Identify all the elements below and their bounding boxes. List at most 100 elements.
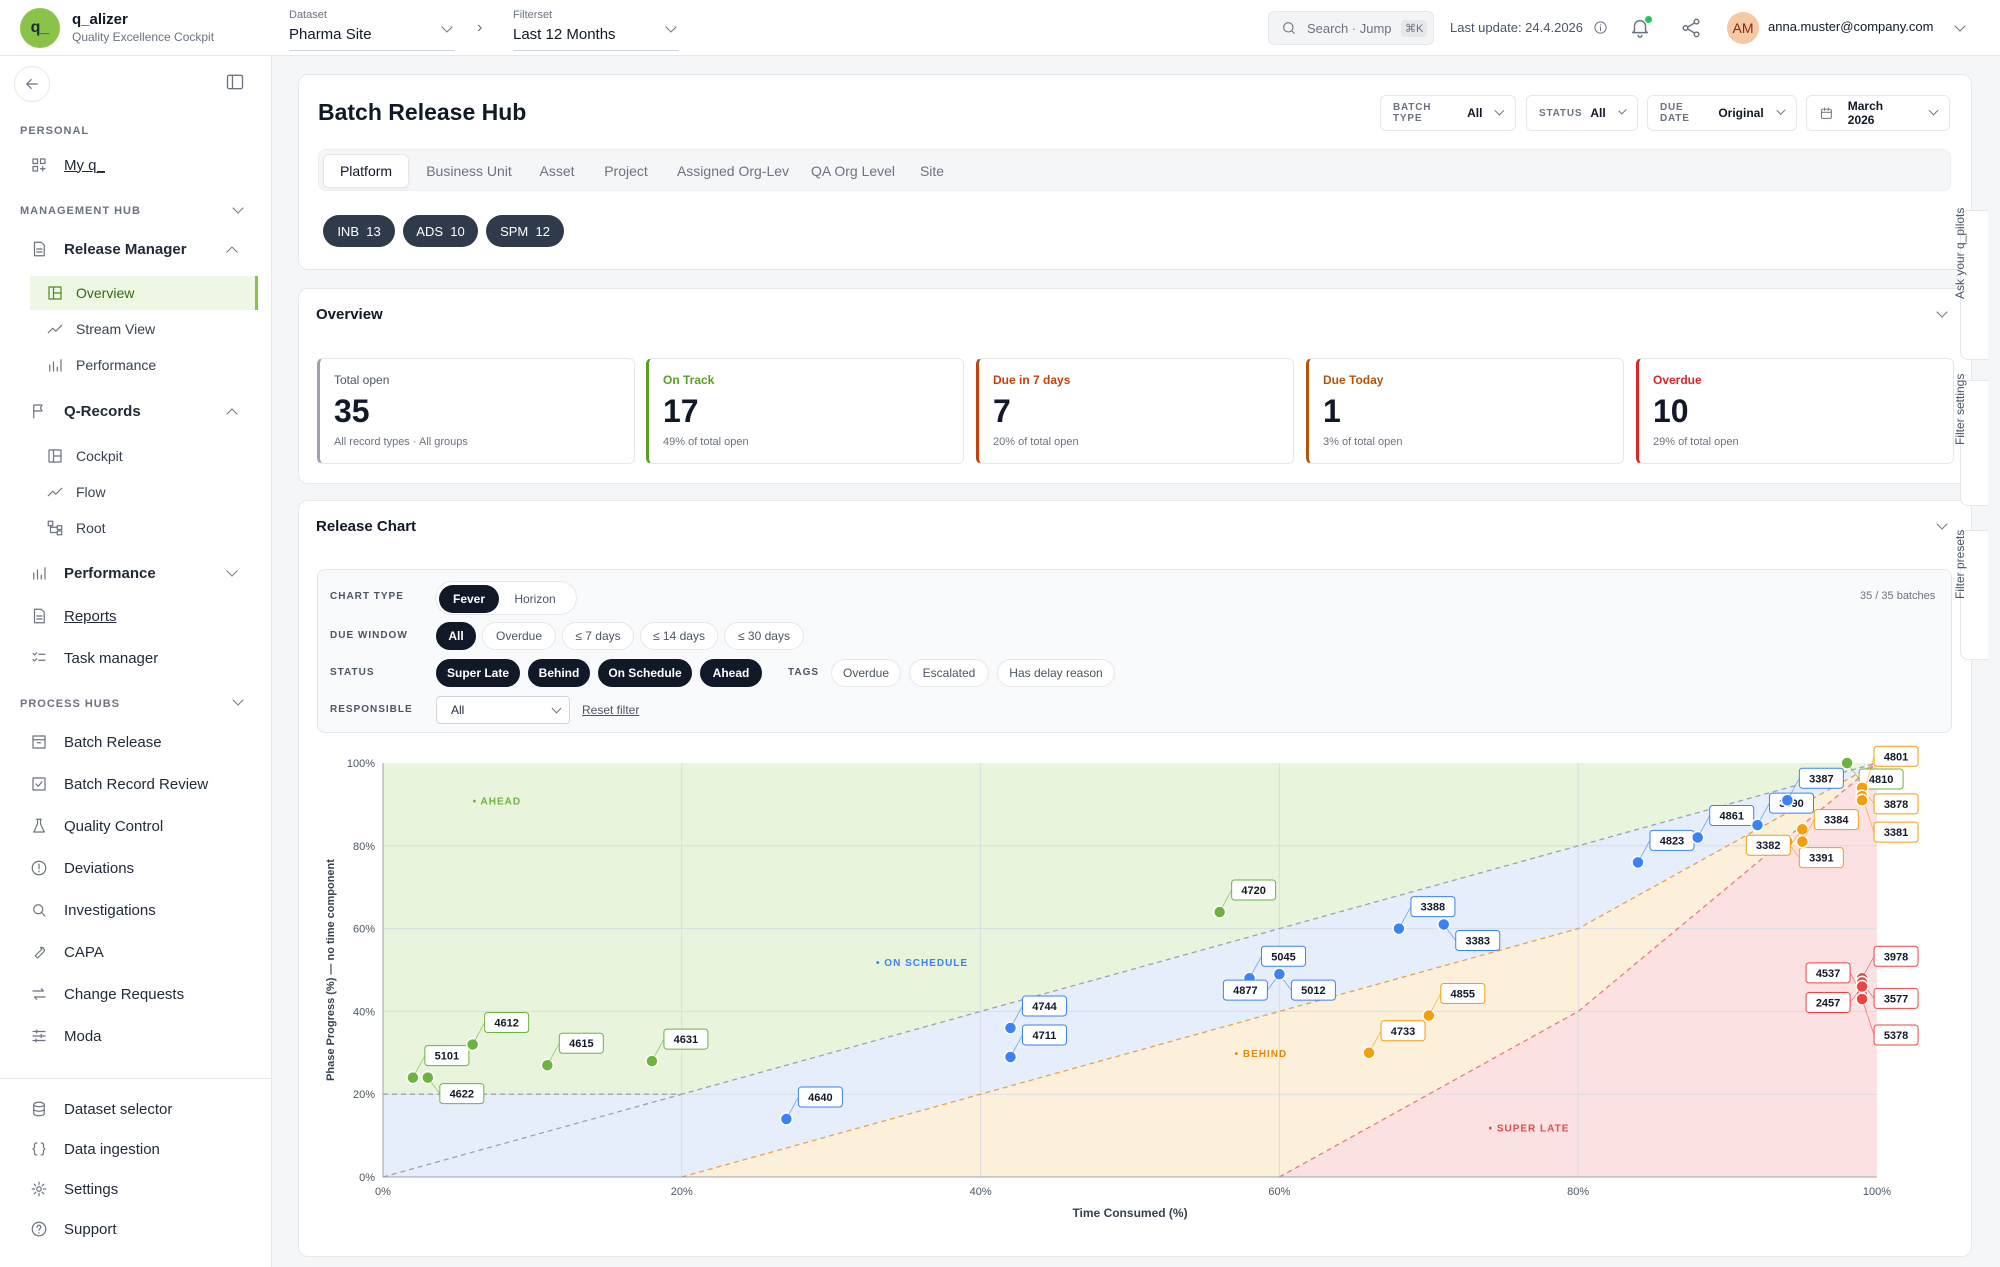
due-date-select[interactable]: DUE DATE Original xyxy=(1647,95,1797,131)
point-label-leader xyxy=(1428,993,1442,1016)
sidebar-item-investigations[interactable]: Investigations xyxy=(28,893,156,927)
sidebar-item-dataset-selector[interactable]: Dataset selector xyxy=(28,1092,172,1126)
status-behind[interactable]: Behind xyxy=(528,659,590,687)
user-email[interactable]: anna.muster@company.com xyxy=(1768,19,1934,34)
batch-point xyxy=(1795,834,1810,849)
chevron-up-icon[interactable] xyxy=(226,408,238,420)
point-label-box xyxy=(1873,745,1919,767)
sidebar-item-performance[interactable]: Performance xyxy=(28,556,156,590)
batch-type-select[interactable]: BATCH TYPE All xyxy=(1380,95,1516,131)
platform-chip-spm[interactable]: SPM 12 xyxy=(486,215,564,247)
sidebar-item-performance-sub[interactable]: Performance xyxy=(30,348,258,382)
sidebar-item-root[interactable]: Root xyxy=(30,511,258,545)
point-label-leader xyxy=(1010,1005,1023,1029)
reset-filter-link[interactable]: Reset filter xyxy=(582,703,640,717)
tab-business-unit[interactable]: Business Unit xyxy=(426,163,512,179)
sidebar-item-batch-release[interactable]: Batch Release xyxy=(28,725,162,759)
chevron-down-icon[interactable] xyxy=(1954,20,1966,32)
sidebar-item-stream-view[interactable]: Stream View xyxy=(30,312,258,346)
platform-chip-inb[interactable]: INB 13 xyxy=(323,215,395,247)
arrow-left-icon xyxy=(26,78,38,90)
chevron-down-icon[interactable] xyxy=(232,694,244,706)
kpi-on-track[interactable]: On Track 17 49% of total open xyxy=(646,358,964,464)
app-logo[interactable]: q_ xyxy=(20,8,60,48)
month-picker[interactable]: March 2026 xyxy=(1806,95,1950,131)
tab-qa-org-level[interactable]: QA Org Level xyxy=(810,163,896,179)
sidebar-item-change-requests[interactable]: Change Requests xyxy=(28,977,184,1011)
sidebar-item-task-manager[interactable]: Task manager xyxy=(28,641,158,675)
back-button[interactable] xyxy=(14,66,50,102)
sidebar-item-batch-record-review[interactable]: Batch Record Review xyxy=(28,767,208,801)
chart-type-horizon[interactable]: Horizon xyxy=(514,592,556,606)
sidebar-item-label: Reports xyxy=(64,607,117,625)
filterset-label: Filterset xyxy=(513,9,553,21)
chevron-down-icon xyxy=(665,21,677,33)
tag-escalated[interactable]: Escalated xyxy=(909,659,989,687)
bar-chart-icon xyxy=(49,359,62,372)
sidebar-item-label: Release Manager xyxy=(64,240,187,258)
tab-assigned-org-lev[interactable]: Assigned Org-Lev xyxy=(676,163,790,179)
kpi-overdue[interactable]: Overdue 10 29% of total open xyxy=(1636,358,1954,464)
sidebar-item-capa[interactable]: CAPA xyxy=(28,935,104,969)
sidebar-item-overview[interactable]: Overview xyxy=(30,276,258,310)
zone-label: • SUPER LATE xyxy=(1489,1123,1570,1134)
page-title: Batch Release Hub xyxy=(318,99,527,125)
tab-platform[interactable]: Platform xyxy=(323,154,409,188)
chevron-down-icon[interactable] xyxy=(232,202,244,214)
status-on-schedule[interactable]: On Schedule xyxy=(598,659,692,687)
sidebar-item-label: Moda xyxy=(64,1027,102,1045)
sidebar-item-cockpit[interactable]: Cockpit xyxy=(30,439,258,473)
sidebar-toggle-icon[interactable] xyxy=(225,72,245,92)
status-ahead[interactable]: Ahead xyxy=(700,659,762,687)
share-icon[interactable] xyxy=(1680,17,1702,39)
sidebar-item-q-records[interactable]: Q-Records xyxy=(28,394,141,428)
sidebar-item-deviations[interactable]: Deviations xyxy=(28,851,134,885)
point-label: 3577 xyxy=(1884,993,1908,1005)
filter-settings-tab[interactable]: Filter settings xyxy=(1953,374,1988,506)
platform-chip-ads[interactable]: ADS 10 xyxy=(403,215,478,247)
sidebar-item-support[interactable]: Support xyxy=(28,1212,117,1246)
bell-icon[interactable] xyxy=(1629,17,1651,39)
kpi-subtitle: 3% of total open xyxy=(1323,436,1403,448)
tab-project[interactable]: Project xyxy=(604,163,648,179)
chart-type-fever[interactable]: Fever xyxy=(439,585,499,613)
kpi-total-open[interactable]: Total open 35 All record types · All group… xyxy=(317,358,635,464)
zone-super-late xyxy=(1279,763,1877,1177)
sidebar-item-flow[interactable]: Flow xyxy=(30,475,258,509)
due-window-14-days[interactable]: ≤ 14 days xyxy=(640,622,718,650)
sidebar-item-my-q[interactable]: My q_ xyxy=(28,148,105,182)
tab-site[interactable]: Site xyxy=(919,163,945,179)
kpi-due-7-days[interactable]: Due in 7 days 7 20% of total open xyxy=(976,358,1294,464)
tab-asset[interactable]: Asset xyxy=(539,163,575,179)
chip-count: 12 xyxy=(535,223,550,239)
chevron-up-icon[interactable] xyxy=(226,246,238,258)
due-window-7-days[interactable]: ≤ 7 days xyxy=(562,622,634,650)
point-label-box xyxy=(1261,945,1307,967)
responsible-select[interactable]: All xyxy=(436,696,570,724)
filterset-value: Last 12 Months xyxy=(513,26,616,43)
kpi-subtitle: All record types · All groups xyxy=(334,436,468,448)
sidebar-item-settings[interactable]: Settings xyxy=(28,1172,118,1206)
due-window-all[interactable]: All xyxy=(436,622,476,650)
sidebar-item-label: Quality Control xyxy=(64,817,164,835)
info-icon[interactable] xyxy=(1593,20,1608,35)
sidebar-item-data-ingestion[interactable]: Data ingestion xyxy=(28,1132,160,1166)
chevron-down-icon[interactable] xyxy=(226,565,238,577)
sidebar-item-reports[interactable]: Reports xyxy=(28,599,117,633)
point-label-leader xyxy=(1846,762,1860,780)
due-window-30-days[interactable]: ≤ 30 days xyxy=(724,622,804,650)
sidebar-item-release-manager[interactable]: Release Manager xyxy=(28,232,187,266)
status-select[interactable]: STATUS All xyxy=(1526,95,1638,131)
tag-has-delay-reason[interactable]: Has delay reason xyxy=(997,659,1115,687)
filter-presets-tab[interactable]: Filter presets xyxy=(1953,530,1988,660)
kpi-due-today[interactable]: Due Today 1 3% of total open xyxy=(1306,358,1624,464)
sidebar-item-quality-control[interactable]: Quality Control xyxy=(28,809,163,843)
sidebar-item-label: Investigations xyxy=(64,901,156,919)
ask-q-pilots-tab[interactable]: Ask your q_pilots xyxy=(1953,208,1988,360)
sidebar-item-moda[interactable]: Moda xyxy=(28,1019,102,1053)
tag-overdue[interactable]: Overdue xyxy=(831,659,901,687)
search-input[interactable]: Search · Jump ⌘K xyxy=(1268,11,1434,45)
avatar[interactable]: AM xyxy=(1727,12,1759,44)
status-super-late[interactable]: Super Late xyxy=(436,659,520,687)
due-window-overdue[interactable]: Overdue xyxy=(482,622,556,650)
